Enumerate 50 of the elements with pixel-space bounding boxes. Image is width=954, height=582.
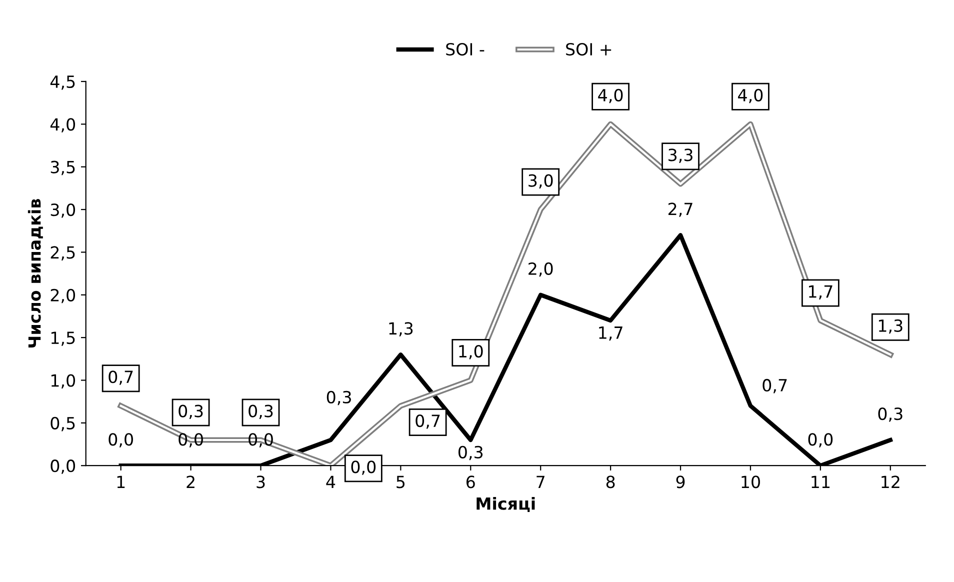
data-label: 2,0: [528, 262, 553, 277]
data-label: 2,7: [668, 202, 692, 217]
data-label: 0,0: [248, 433, 273, 448]
x-tick-label: 12: [882, 476, 900, 488]
x-tick-label: 4: [326, 476, 336, 488]
data-label: 1,7: [599, 326, 622, 341]
x-tick-label: 10: [742, 476, 760, 488]
x-axis-title: Місяці: [476, 497, 535, 512]
y-tick-label: 1,5: [51, 332, 75, 346]
data-label: 0,7: [762, 378, 787, 394]
x-tick-label: 7: [536, 476, 544, 488]
x-tick-label: 2: [186, 476, 194, 488]
data-label: 3,3: [668, 148, 692, 163]
data-label: 0,7: [108, 370, 133, 385]
x-tick-label: 6: [466, 476, 475, 488]
data-label: 0,0: [178, 433, 203, 448]
legend-label: SOI +: [566, 42, 612, 56]
data-label: 4,0: [598, 88, 623, 104]
y-tick-label: 2,0: [50, 288, 76, 304]
data-label: 0,0: [108, 433, 133, 448]
x-tick-label: 1: [117, 476, 125, 488]
x-tick-label: 5: [396, 476, 405, 488]
y-tick-label: 3,5: [50, 160, 75, 176]
x-tick-label: 9: [676, 476, 685, 488]
data-label: 1,0: [459, 344, 483, 360]
data-label: 3,0: [528, 174, 553, 189]
data-label: 0,3: [878, 407, 902, 422]
y-tick-label: 4,5: [50, 76, 75, 90]
data-label: 0,0: [808, 433, 833, 448]
data-label: 0,3: [458, 446, 483, 460]
y-tick-label: 0,0: [50, 460, 76, 474]
y-tick-label: 4,0: [50, 118, 76, 132]
data-label: 1,7: [809, 285, 832, 300]
y-tick-label: 0,5: [50, 416, 75, 432]
legend-label: SOI -: [446, 42, 484, 56]
data-label: 1,3: [389, 322, 413, 336]
y-tick-label: 1,0: [51, 374, 76, 389]
data-label: 0,7: [416, 414, 440, 429]
data-label: 1,3: [878, 319, 902, 334]
data-label: 0,3: [326, 390, 351, 406]
data-label: 0,0: [351, 460, 376, 475]
data-label: 0,3: [178, 404, 203, 420]
y-tick-label: 2,5: [50, 246, 75, 260]
y-tick-label: 3,0: [50, 203, 76, 218]
x-tick-label: 8: [606, 476, 615, 488]
data-label: 0,3: [248, 404, 273, 420]
x-tick-label: 3: [256, 476, 265, 488]
x-tick-label: 11: [812, 476, 830, 488]
data-label: 4,0: [738, 88, 763, 104]
y-axis-title: Число випадків: [28, 199, 43, 348]
